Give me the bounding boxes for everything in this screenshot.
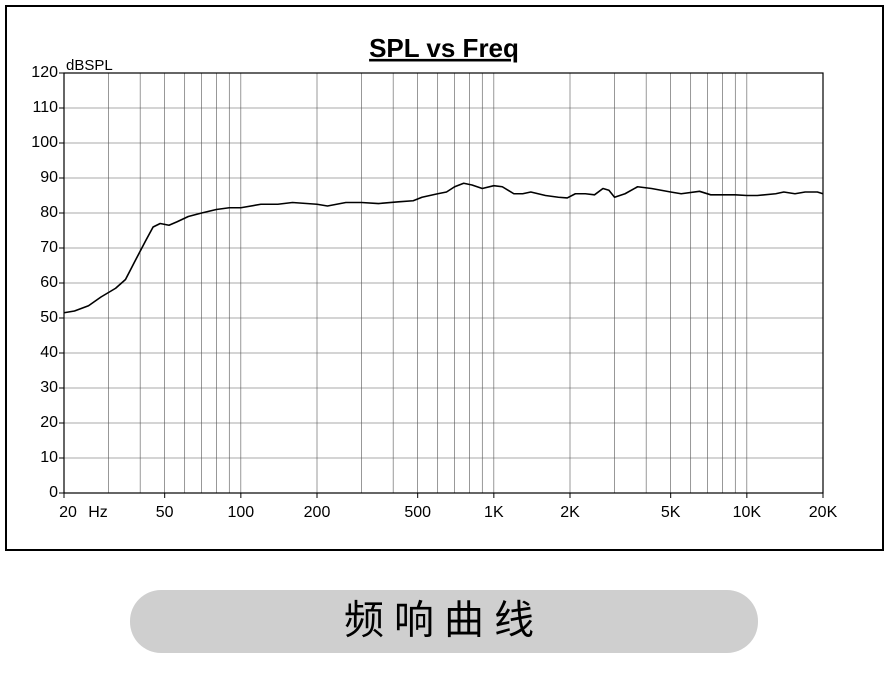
chart-title: SPL vs Freq (369, 33, 519, 63)
y-axis-label: dBSPL (66, 57, 113, 74)
y-tick-label: 70 (40, 239, 58, 256)
y-tick-label: 20 (40, 414, 58, 431)
x-tick-label: 2K (560, 504, 580, 521)
x-tick-label: 20 (59, 504, 77, 521)
y-tick-label: 40 (40, 344, 58, 361)
y-tick-label: 90 (40, 169, 58, 186)
caption-box (130, 590, 758, 653)
y-tick-label: 60 (40, 274, 58, 291)
x-tick-label: 5K (661, 504, 681, 521)
x-tick-label: 50 (156, 504, 174, 521)
spl-curve (63, 182, 824, 314)
y-tick-label: 110 (32, 99, 58, 116)
y-tick-label: 80 (40, 204, 58, 221)
y-tick-label: 50 (40, 309, 58, 326)
y-tick-label: 0 (49, 484, 58, 501)
x-tick-label: 500 (404, 504, 431, 521)
y-tick-label: 30 (40, 379, 58, 396)
x-tick-label: 100 (227, 504, 254, 521)
x-tick-label: 1K (484, 504, 504, 521)
plot-frame (63, 72, 824, 494)
y-tick-label: 100 (31, 134, 58, 151)
y-tick-label: 120 (31, 64, 58, 81)
x-tick-label: 20K (809, 504, 838, 521)
x-tick-label: 200 (304, 504, 331, 521)
chart-frame (5, 5, 884, 551)
x-tick-label: 10K (733, 504, 762, 521)
caption: 频响曲线 (344, 599, 544, 643)
y-tick-label: 10 (40, 449, 58, 466)
x-unit: Hz (88, 504, 108, 521)
